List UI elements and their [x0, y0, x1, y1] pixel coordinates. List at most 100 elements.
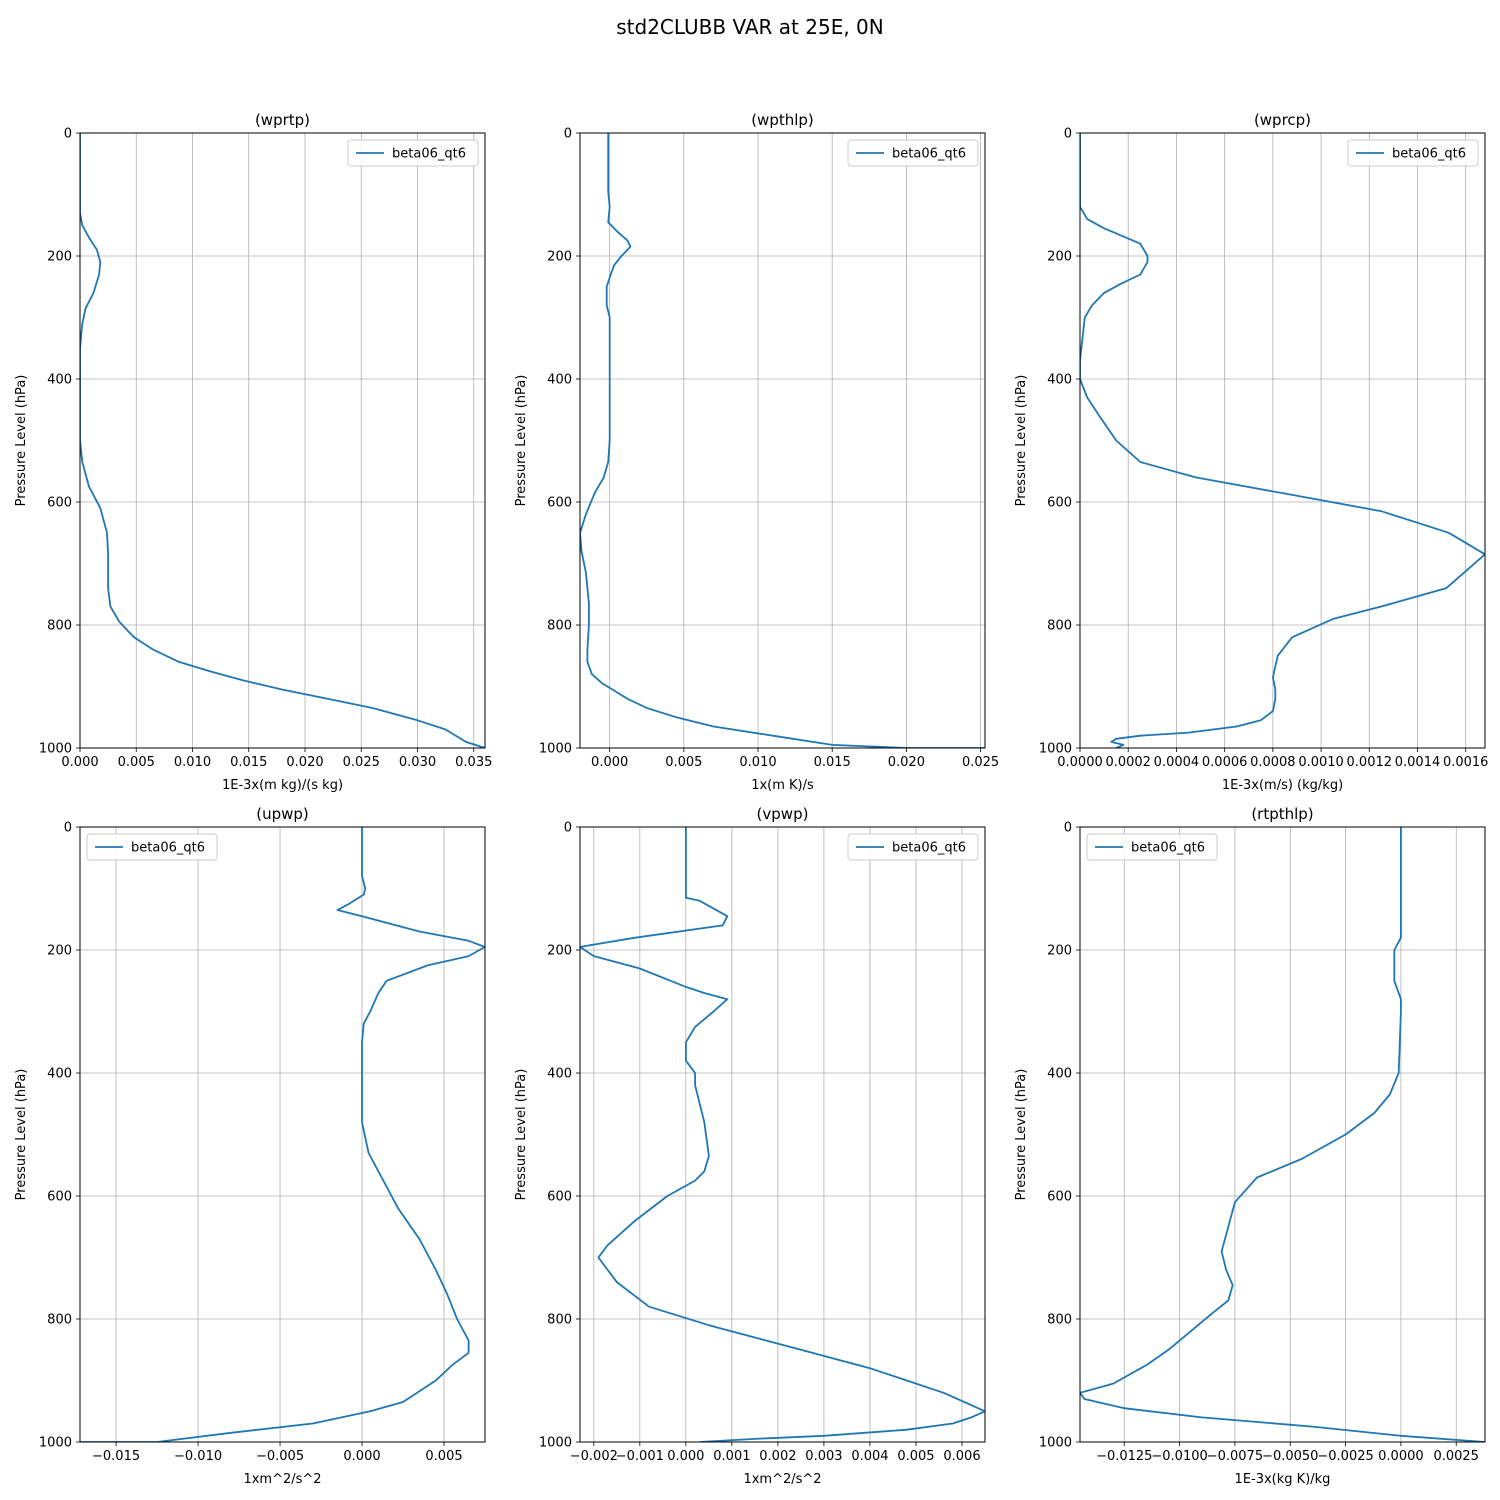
y-tick-label: 200 [547, 944, 572, 959]
y-tick-label: 1000 [39, 1436, 72, 1451]
y-tick-label: 1000 [1039, 742, 1072, 757]
x-axis-label: 1E-3x(m kg)/(s kg) [222, 778, 343, 793]
x-tick-label: 0.005 [897, 1449, 934, 1464]
y-tick-label: 1000 [539, 742, 572, 757]
y-tick-label: 0 [64, 821, 72, 836]
x-tick-label: 0.000 [61, 755, 98, 770]
x-axis-label: 1E-3x(kg K)/kg [1235, 1472, 1331, 1487]
legend-box [86, 833, 218, 861]
x-tick-label: 0.0002 [1105, 755, 1151, 770]
y-tick-label: 600 [1047, 1190, 1072, 1205]
y-tick-label: 800 [47, 1313, 72, 1328]
y-tick-label: 0 [64, 127, 72, 142]
legend-box [847, 833, 979, 861]
y-tick-label: 0 [1064, 127, 1072, 142]
legend: beta06_qt6 [1347, 139, 1479, 167]
series-line [80, 133, 485, 748]
panel-title: (vpwp) [757, 805, 809, 823]
x-tick-label: 0.0000 [1378, 1449, 1424, 1464]
legend-label: beta06_qt6 [1392, 147, 1466, 162]
x-tick-label: 0.0010 [1298, 755, 1344, 770]
x-tick-label: 0.004 [851, 1449, 888, 1464]
x-tick-label: 0.000 [667, 1449, 704, 1464]
y-tick-label: 800 [547, 619, 572, 634]
chart-panel-3: 0.0000 0.0002 0.0004 0.0006 0.0008 0.0010 0.00… [1014, 111, 1488, 793]
legend: beta06_qt6 [86, 833, 218, 861]
y-tick-label: 200 [47, 944, 72, 959]
chart-panel-4: −0.015 −0.010 −0.005 0.000 0.005 0 200 400 600 80… [14, 805, 486, 1487]
x-tick-label: 0.003 [805, 1449, 842, 1464]
y-tick-label: 400 [1047, 1067, 1072, 1082]
x-tick-label: 0.0000 [1057, 755, 1103, 770]
y-tick-label: 400 [47, 373, 72, 388]
legend: beta06_qt6 [1086, 833, 1218, 861]
y-tick-label: 1000 [1039, 1436, 1072, 1451]
y-tick-label: 800 [1047, 1313, 1072, 1328]
legend: beta06_qt6 [847, 139, 979, 167]
x-tick-label: 0.0025 [1433, 1449, 1479, 1464]
x-axis-label: 1E-3x(m/s) (kg/kg) [1222, 778, 1343, 793]
x-tick-label: 0.0006 [1202, 755, 1248, 770]
legend-box [1347, 139, 1479, 167]
y-tick-label: 600 [47, 1190, 72, 1205]
x-tick-label: 0.020 [888, 755, 925, 770]
y-tick-label: 600 [547, 1190, 572, 1205]
x-tick-label: 0.010 [174, 755, 211, 770]
x-axis-label: 1xm^2/s^2 [743, 1472, 821, 1487]
x-tick-label: 0.0016 [1443, 755, 1489, 770]
y-tick-label: 200 [1047, 250, 1072, 265]
chart-panel-2: 0.000 0.005 0.010 0.015 0.020 0.025 0 200 400 600… [514, 111, 999, 793]
x-tick-label: 0.0008 [1250, 755, 1296, 770]
legend-box [347, 139, 479, 167]
legend-label: beta06_qt6 [1131, 841, 1205, 856]
legend: beta06_qt6 [347, 139, 479, 167]
legend-box [1086, 833, 1218, 861]
chart-panel-5: −0.002−0.001 0.000 0.001 0.002 0.003 0.004 0.0… [514, 805, 986, 1487]
plot-frame [79, 826, 486, 1443]
series-line [80, 827, 485, 1442]
x-tick-label: 0.0012 [1347, 755, 1393, 770]
y-tick-label: 0 [564, 127, 572, 142]
x-tick-label: 0.010 [739, 755, 776, 770]
x-tick-label: −0.0075 [1207, 1449, 1263, 1464]
y-tick-label: 600 [1047, 496, 1072, 511]
x-tick-label: −0.010 [174, 1449, 222, 1464]
y-tick-label: 1000 [539, 1436, 572, 1451]
x-tick-label: 0.0004 [1154, 755, 1200, 770]
series-line [580, 827, 985, 1442]
y-axis-label: Pressure Level (hPa) [1014, 375, 1029, 507]
x-tick-label: −0.015 [92, 1449, 140, 1464]
x-tick-label: −0.0100 [1151, 1449, 1207, 1464]
x-tick-label: 0.002 [759, 1449, 796, 1464]
legend-box [847, 139, 979, 167]
x-tick-label: 0.035 [455, 755, 492, 770]
plot-frame [1079, 132, 1486, 749]
panel-title: (rtpthlp) [1251, 805, 1313, 823]
chart-panel-6: −0.0125−0.0100−0.0075−0.0050−0.0025 0.000… [1014, 805, 1486, 1487]
x-tick-label: 0.015 [814, 755, 851, 770]
series-line [580, 133, 985, 748]
y-tick-label: 400 [547, 373, 572, 388]
x-tick-label: −0.0125 [1096, 1449, 1152, 1464]
chart-panel-1: 0.000 0.005 0.010 0.015 0.020 0.025 0.030 0.035… [14, 111, 492, 793]
y-tick-label: 1000 [39, 742, 72, 757]
y-tick-label: 400 [1047, 373, 1072, 388]
x-tick-label: 0.000 [343, 1449, 380, 1464]
panel-title: (wprcp) [1254, 111, 1311, 129]
y-tick-label: 600 [47, 496, 72, 511]
x-tick-label: −0.005 [256, 1449, 304, 1464]
legend-label: beta06_qt6 [892, 147, 966, 162]
y-axis-label: Pressure Level (hPa) [1014, 1069, 1029, 1201]
x-tick-label: 0.0014 [1395, 755, 1441, 770]
y-tick-label: 400 [47, 1067, 72, 1082]
figure-title: std2CLUBB VAR at 25E, 0N [616, 15, 884, 39]
x-tick-label: 0.000 [591, 755, 628, 770]
panel-title: (wpthlp) [751, 111, 814, 129]
y-axis-label: Pressure Level (hPa) [514, 375, 529, 507]
x-tick-label: 0.030 [399, 755, 436, 770]
x-tick-label: 0.025 [962, 755, 999, 770]
y-axis-label: Pressure Level (hPa) [14, 1069, 29, 1201]
plot-frame [579, 132, 986, 749]
panel-title: (wprtp) [255, 111, 310, 129]
